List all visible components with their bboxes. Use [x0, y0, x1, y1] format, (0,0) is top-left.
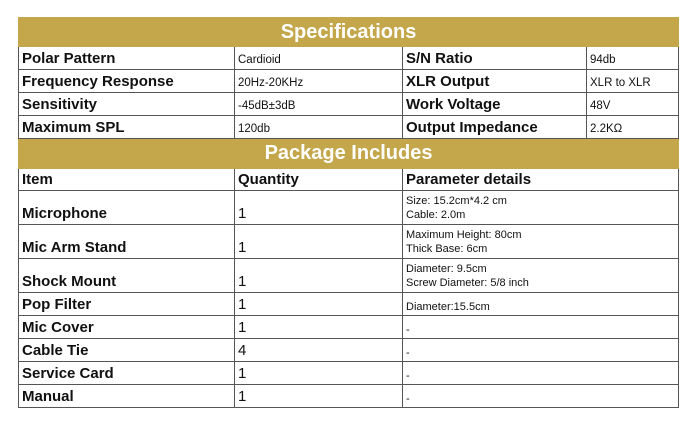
spec-value: 120db — [234, 115, 403, 139]
package-header: Package Includes — [17, 138, 680, 169]
spec-label: Maximum SPL — [18, 115, 235, 139]
item-name: Mic Cover — [18, 315, 235, 339]
item-quantity: 1 — [234, 384, 403, 408]
detail-line: - — [406, 392, 410, 405]
item-quantity: 1 — [234, 190, 403, 225]
item-quantity: 1 — [234, 258, 403, 293]
detail-line: Cable: 2.0m — [406, 208, 466, 221]
spec-label: Sensitivity — [18, 92, 235, 116]
spec-value: 48V — [585, 92, 680, 116]
item-details: - — [401, 384, 680, 408]
item-quantity: 1 — [234, 361, 403, 385]
detail-line: Screw Diameter: 5/8 inch — [406, 276, 529, 289]
package-row: Cable Tie 4 - — [18, 338, 680, 362]
package-row: Service Card 1 - — [18, 361, 680, 385]
item-details: Size: 15.2cm*4.2 cm Cable: 2.0m — [401, 190, 680, 225]
package-row: Manual 1 - — [18, 384, 680, 408]
detail-line: Size: 15.2cm*4.2 cm — [406, 194, 507, 207]
package-column-headers: Item Quantity Parameter details — [18, 168, 680, 191]
spec-label: S/N Ratio — [402, 46, 587, 70]
section-title: Package Includes — [17, 138, 680, 169]
spec-label: Output Impedance — [402, 115, 587, 139]
spec-value: 94db — [585, 46, 680, 70]
spec-row: Sensitivity -45dB±3dB Work Voltage 48V — [18, 92, 680, 116]
detail-line: Diameter:15.5cm — [406, 300, 490, 313]
package-row: Pop Filter 1 Diameter:15.5cm — [18, 292, 680, 316]
package-row: Microphone 1 Size: 15.2cm*4.2 cm Cable: 2… — [18, 190, 680, 225]
item-quantity: 1 — [234, 292, 403, 316]
detail-line: Maximum Height: 80cm — [406, 228, 522, 241]
item-name: Microphone — [18, 190, 235, 225]
package-row: Mic Arm Stand 1 Maximum Height: 80cm Thic… — [18, 224, 680, 259]
item-details: - — [401, 338, 680, 362]
spec-value: Cardioid — [234, 46, 403, 70]
spec-value: 2.2KΩ — [585, 115, 680, 139]
item-details: Maximum Height: 80cm Thick Base: 6cm — [401, 224, 680, 259]
item-quantity: 1 — [234, 315, 403, 339]
spec-row: Frequency Response 20Hz-20KHz XLR Output… — [18, 69, 680, 93]
spec-label: Frequency Response — [18, 69, 235, 93]
item-name: Service Card — [18, 361, 235, 385]
item-name: Manual — [18, 384, 235, 408]
item-name: Pop Filter — [18, 292, 235, 316]
column-header: Item — [18, 168, 235, 191]
column-header: Parameter details — [401, 168, 680, 191]
spec-row: Maximum SPL 120db Output Impedance 2.2KΩ — [18, 115, 680, 139]
column-header: Quantity — [234, 168, 403, 191]
spec-value: XLR to XLR — [585, 69, 680, 93]
detail-line: Thick Base: 6cm — [406, 242, 488, 255]
spec-value: -45dB±3dB — [234, 92, 403, 116]
item-quantity: 1 — [234, 224, 403, 259]
spec-label: Work Voltage — [402, 92, 587, 116]
item-details: Diameter:15.5cm — [401, 292, 680, 316]
item-details: Diameter: 9.5cm Screw Diameter: 5/8 inch — [401, 258, 680, 293]
item-details: - — [401, 315, 680, 339]
item-name: Shock Mount — [18, 258, 235, 293]
section-title: Specifications — [17, 17, 680, 47]
specifications-header: Specifications — [17, 17, 680, 47]
spec-value: 20Hz-20KHz — [234, 69, 403, 93]
item-quantity: 4 — [234, 338, 403, 362]
spec-table: Specifications Polar Pattern Cardioid S/… — [17, 17, 680, 408]
detail-line: - — [406, 346, 410, 359]
detail-line: Diameter: 9.5cm — [406, 262, 487, 275]
detail-line: - — [406, 369, 410, 382]
spec-row: Polar Pattern Cardioid S/N Ratio 94db — [18, 46, 680, 70]
item-name: Cable Tie — [18, 338, 235, 362]
detail-line: - — [406, 323, 410, 336]
item-name: Mic Arm Stand — [18, 224, 235, 259]
item-details: - — [401, 361, 680, 385]
spec-label: Polar Pattern — [18, 46, 235, 70]
package-row: Shock Mount 1 Diameter: 9.5cm Screw Diame… — [18, 258, 680, 293]
package-row: Mic Cover 1 - — [18, 315, 680, 339]
spec-label: XLR Output — [402, 69, 587, 93]
